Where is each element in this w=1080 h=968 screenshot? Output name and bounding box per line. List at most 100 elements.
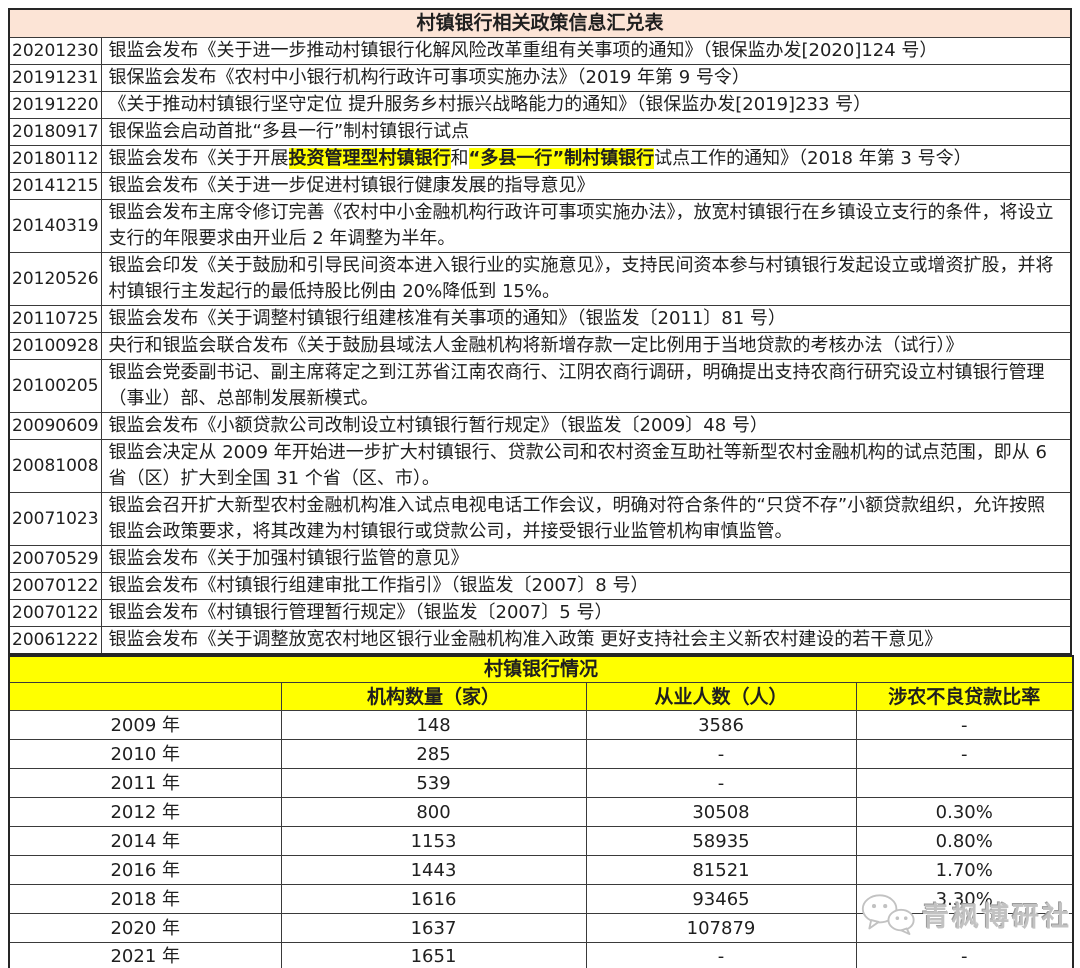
value-cell: -	[585, 739, 857, 769]
value-cell: 800	[280, 797, 587, 827]
policy-row: 20081008 银监会决定从 2009 年开始进一步扩大村镇银行、贷款公司和农村…	[8, 438, 1072, 493]
value-cell: 1616	[280, 884, 587, 914]
policy-text-segment: 试点工作的通知》（2018 年第 3 号令）	[654, 147, 972, 169]
policy-text-segment: 银监会发布《关于开展	[108, 147, 289, 169]
policy-text-segment: 银监会党委副书记、副主席蒋定之到江苏省江南农商行、江阴农商行调研，明确提出支持农…	[108, 361, 1045, 409]
year-cell: 2016 年	[8, 855, 282, 885]
policy-row: 20191220 《关于推动村镇银行坚守定位 提升服务乡村振兴战略能力的通知》（银…	[8, 90, 1072, 119]
policy-row: 20100928 央行和银监会联合发布《关于鼓励县域法人金融机构将新增存款一定比例…	[8, 331, 1072, 360]
year-cell: 2012 年	[8, 797, 282, 827]
situation-row: 2016 年 1443 81521 1.70%	[8, 855, 1074, 885]
situation-row: 2021 年 1651- -	[8, 942, 1074, 968]
policy-date: 20191220	[8, 90, 102, 119]
policy-date: 20070122	[8, 571, 102, 600]
policy-row: 20070529 银监会发布《关于加强村镇银行监管的意见》	[8, 544, 1072, 573]
policy-text-segment: 银保监会启动首批“多县一行”制村镇银行试点	[108, 120, 470, 142]
policy-text: 银监会发布《小额贷款公司改制设立村镇银行暂行规定》（银监发〔2009〕48 号）	[100, 411, 1072, 440]
policy-date: 20071023	[8, 491, 102, 546]
policy-date: 20201230	[8, 36, 102, 65]
year-cell: 2010 年	[8, 739, 282, 769]
policy-row: 20140319 银监会发布主席令修订完善《农村中小金融机构行政许可事项实施办法》…	[8, 198, 1072, 253]
policy-text-segment: 银保监会发布《农村中小银行机构行政许可事项实施办法》（2019 年第 9 号令）	[108, 66, 750, 88]
policy-row: 20201230 银监会发布《关于进一步推动村镇银行化解风险改革重组有关事项的通知…	[8, 36, 1072, 65]
situation-header-row: 机构数量（家） 从业人数（人） 涉农不良贷款比率	[8, 682, 1074, 711]
policy-row: 20071023 银监会召开扩大新型农村金融机构准入试点电视电话工作会议，明确对符…	[8, 491, 1072, 546]
policy-date: 20061222	[8, 625, 102, 654]
value-cell: -	[585, 768, 857, 798]
policy-text-segment: 《关于推动村镇银行坚守定位 提升服务乡村振兴战略能力的通知》（银保监办发[201…	[108, 93, 872, 115]
policy-text: 银监会发布《关于开展投资管理型村镇银行和“多县一行”制村镇银行试点工作的通知》（…	[100, 144, 1072, 173]
policy-text: 银监会发布《村镇银行管理暂行规定》（银监发〔2007〕5 号）	[100, 598, 1072, 627]
policy-text-segment: 银监会发布《村镇银行管理暂行规定》（银监发〔2007〕5 号）	[108, 601, 613, 623]
policy-table-body: 20201230 银监会发布《关于进一步推动村镇银行化解风险改革重组有关事项的通知…	[8, 36, 1072, 654]
situation-table-body: 2009 年 148 3586-2010 年 285- -2011 年 539-2012 …	[8, 710, 1074, 968]
situation-title-row: 村镇银行情况	[8, 655, 1074, 683]
value-cell: 3.30%	[855, 884, 1074, 914]
column-header: 从业人数（人）	[585, 682, 857, 711]
value-cell: 148	[280, 710, 587, 740]
situation-row: 2012 年 800 30508 0.30%	[8, 797, 1074, 827]
value-cell: 58935	[585, 826, 857, 856]
policy-text: 银监会发布《关于进一步促进村镇银行健康发展的指导意见》	[100, 171, 1072, 200]
policy-text-segment: 银监会发布《关于进一步推动村镇银行化解风险改革重组有关事项的通知》（银保监办发[…	[108, 39, 938, 61]
policy-row: 20061222 银监会发布《关于调整放宽农村地区银行业金融机构准入政策 更好支持…	[8, 625, 1072, 654]
policy-text-segment: 银监会发布《关于调整村镇银行组建核准有关事项的通知》（银监发〔2011〕81 号…	[108, 307, 786, 329]
policy-date: 20100928	[8, 331, 102, 360]
policy-text-segment: 银监会发布主席令修订完善《农村中小金融机构行政许可事项实施办法》，放宽村镇银行在…	[108, 201, 1054, 249]
policy-date: 20191231	[8, 63, 102, 92]
page-title: 村镇银行相关政策信息汇兑表	[8, 8, 1072, 38]
policy-row: 20180112 银监会发布《关于开展投资管理型村镇银行和“多县一行”制村镇银行试…	[8, 144, 1072, 173]
situation-row: 2011 年 539-	[8, 768, 1074, 798]
value-cell: 0.30%	[855, 797, 1074, 827]
policy-row: 20070122 银监会发布《村镇银行组建审批工作指引》（银监发〔2007〕8 号…	[8, 571, 1072, 600]
policy-date: 20070529	[8, 544, 102, 573]
value-cell: 107879	[585, 913, 857, 943]
situation-title: 村镇银行情况	[8, 655, 1074, 683]
policy-title-row: 村镇银行相关政策信息汇兑表	[8, 8, 1072, 38]
policy-date: 20141215	[8, 171, 102, 200]
policy-text: 银监会发布《关于调整村镇银行组建核准有关事项的通知》（银监发〔2011〕81 号…	[100, 304, 1072, 333]
situation-row: 2018 年 1616 93465 3.30%	[8, 884, 1074, 914]
policy-text: 银监会发布《关于加强村镇银行监管的意见》	[100, 544, 1072, 573]
policy-row: 20141215 银监会发布《关于进一步促进村镇银行健康发展的指导意见》	[8, 171, 1072, 200]
policy-date: 20180112	[8, 144, 102, 173]
value-cell: 3586	[585, 710, 857, 740]
policy-row: 20191231 银保监会发布《农村中小银行机构行政许可事项实施办法》（2019 …	[8, 63, 1072, 92]
policy-text: 央行和银监会联合发布《关于鼓励县域法人金融机构将新增存款一定比例用于当地贷款的考…	[100, 331, 1072, 360]
policy-text: 银保监会启动首批“多县一行”制村镇银行试点	[100, 117, 1072, 146]
value-cell: -	[855, 942, 1074, 968]
value-cell: 285	[280, 739, 587, 769]
policy-date: 20070122	[8, 598, 102, 627]
value-cell: 1651	[280, 942, 587, 968]
policy-text: 银监会发布《关于进一步推动村镇银行化解风险改革重组有关事项的通知》（银保监办发[…	[100, 36, 1072, 65]
policy-text: 银监会决定从 2009 年开始进一步扩大村镇银行、贷款公司和农村资金互助社等新型…	[100, 438, 1072, 493]
highlighted-text: 投资管理型村镇银行	[288, 147, 451, 169]
column-header: 涉农不良贷款比率	[855, 682, 1074, 711]
year-cell: 2014 年	[8, 826, 282, 856]
situation-row: 2009 年 148 3586-	[8, 710, 1074, 740]
highlighted-text: “多县一行”制村镇银行	[468, 147, 655, 169]
value-cell: 81521	[585, 855, 857, 885]
situation-table: 村镇银行情况 机构数量（家） 从业人数（人） 涉农不良贷款比率 2009 年 148 3…	[8, 654, 1075, 968]
value-cell: 539	[280, 768, 587, 798]
year-cell: 2020 年	[8, 913, 282, 943]
situation-row: 2010 年 285- -	[8, 739, 1074, 769]
year-cell: 2009 年	[8, 710, 282, 740]
policy-row: 20090609 银监会发布《小额贷款公司改制设立村镇银行暂行规定》（银监发〔20…	[8, 411, 1072, 440]
value-cell: -	[855, 739, 1074, 769]
policy-text-segment: 银监会发布《关于调整放宽农村地区银行业金融机构准入政策 更好支持社会主义新农村建…	[108, 628, 943, 650]
value-cell	[855, 768, 1074, 798]
policy-text: 银监会印发《关于鼓励和引导民间资本进入银行业的实施意见》，支持民间资本参与村镇银…	[100, 251, 1072, 306]
value-cell: -	[585, 942, 857, 968]
year-cell: 2018 年	[8, 884, 282, 914]
policy-date: 20180917	[8, 117, 102, 146]
policy-text: 银监会发布主席令修订完善《农村中小金融机构行政许可事项实施办法》，放宽村镇银行在…	[100, 198, 1072, 253]
policy-text: 银保监会发布《农村中小银行机构行政许可事项实施办法》（2019 年第 9 号令）	[100, 63, 1072, 92]
policy-text: 《关于推动村镇银行坚守定位 提升服务乡村振兴战略能力的通知》（银保监办发[201…	[100, 90, 1072, 119]
value-cell: 1153	[280, 826, 587, 856]
value-cell: 1443	[280, 855, 587, 885]
policy-text-segment: 银监会决定从 2009 年开始进一步扩大村镇银行、贷款公司和农村资金互助社等新型…	[108, 441, 1047, 489]
policy-date: 20081008	[8, 438, 102, 493]
policy-date: 20100205	[8, 358, 102, 413]
